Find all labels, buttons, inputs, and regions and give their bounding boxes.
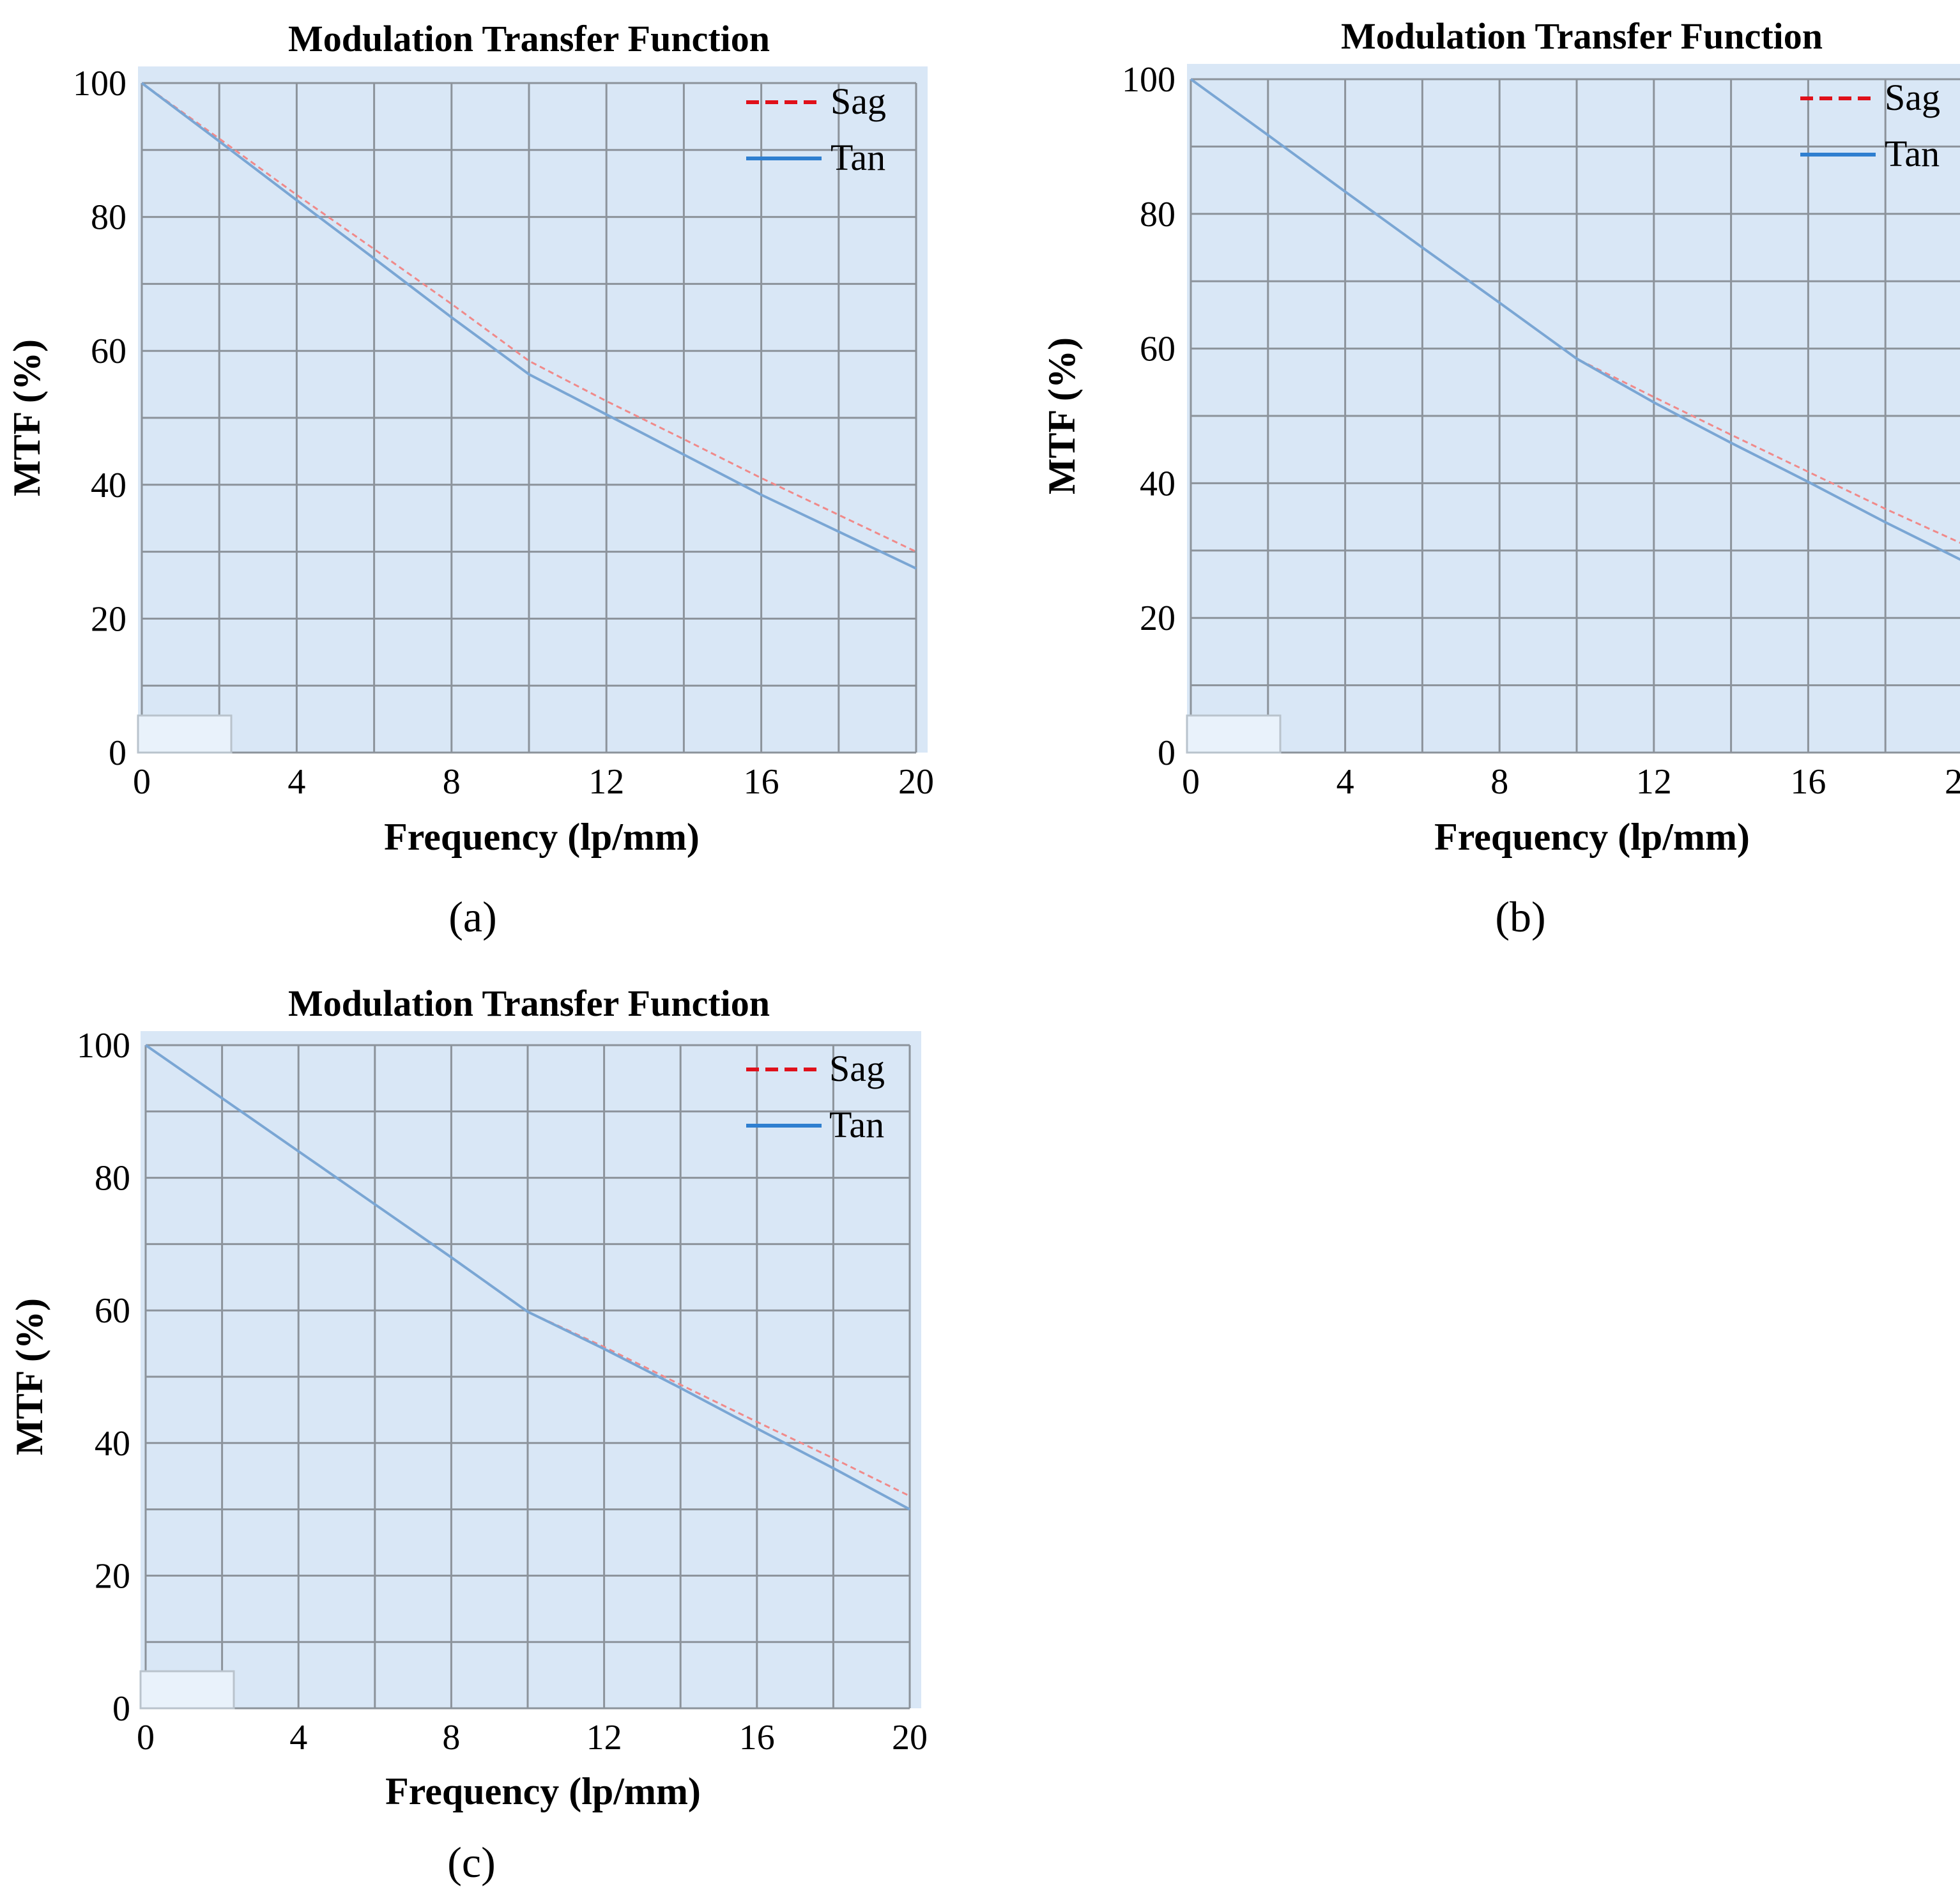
chart-panel-b: Modulation Transfer Function 0 4 8 12 16 20 0 20… bbox=[1022, 0, 1960, 947]
legend: Sag Tan bbox=[746, 80, 886, 178]
panel-caption: (c) bbox=[447, 1838, 495, 1887]
x-tick-label: 8 bbox=[443, 762, 461, 802]
y-axis-label: MTF (%) bbox=[1041, 337, 1083, 494]
x-tick-label: 20 bbox=[898, 762, 934, 802]
legend: Sag Tan bbox=[746, 1048, 885, 1145]
x-tick-label: 0 bbox=[1182, 762, 1200, 802]
y-tick-label: 100 bbox=[77, 1026, 130, 1066]
x-tick-label: 8 bbox=[442, 1718, 460, 1757]
y-tick-label: 20 bbox=[91, 599, 126, 639]
corner-box bbox=[1186, 714, 1282, 754]
x-tick-label: 20 bbox=[1945, 762, 1960, 802]
y-axis-label: MTF (%) bbox=[6, 339, 48, 496]
y-tick-label: 80 bbox=[95, 1159, 130, 1198]
series-line-tan bbox=[144, 1044, 910, 1511]
y-tick-label: 40 bbox=[91, 466, 126, 505]
legend: Sag Tan bbox=[1800, 77, 1940, 174]
y-tick-label: 0 bbox=[109, 733, 126, 773]
legend-label-tan: Tan bbox=[829, 1104, 884, 1145]
legend-label-sag: Sag bbox=[1885, 77, 1940, 118]
grid bbox=[1190, 78, 1960, 754]
x-tick-label: 16 bbox=[1790, 762, 1826, 802]
chart-title: Modulation Transfer Function bbox=[288, 983, 770, 1024]
chart-title: Modulation Transfer Function bbox=[288, 18, 770, 59]
panel-caption: (a) bbox=[448, 892, 496, 941]
x-tick-label: 4 bbox=[289, 1718, 307, 1757]
x-tick-label: 12 bbox=[588, 762, 624, 802]
x-tick-label: 20 bbox=[892, 1718, 928, 1757]
x-axis-label: Frequency (lp/mm) bbox=[385, 1770, 701, 1812]
legend-label-tan: Tan bbox=[831, 137, 885, 178]
legend-label-sag: Sag bbox=[831, 80, 886, 122]
chart-a: Modulation Transfer Function 0 4 8 12 16 20 0 20… bbox=[6, 18, 934, 941]
y-tick-label: 60 bbox=[95, 1291, 130, 1331]
plot-background bbox=[1187, 64, 1960, 753]
x-tick-label: 4 bbox=[287, 762, 305, 802]
x-axis-label: Frequency (lp/mm) bbox=[384, 816, 700, 858]
grid bbox=[144, 1044, 911, 1710]
series-line-tan bbox=[1190, 78, 1960, 561]
y-tick-label: 40 bbox=[95, 1424, 130, 1464]
corner-box bbox=[139, 1670, 235, 1710]
plot-background bbox=[141, 1031, 921, 1708]
chart-panel-a: Modulation Transfer Function 0 4 8 12 16 20 0 20… bbox=[0, 0, 997, 947]
x-tick-label: 12 bbox=[1636, 762, 1672, 802]
legend-label-sag: Sag bbox=[829, 1048, 885, 1089]
chart-b: Modulation Transfer Function 0 4 8 12 16 20 0 20… bbox=[1041, 15, 1960, 941]
y-tick-label: 80 bbox=[1140, 195, 1175, 234]
y-tick-label: 20 bbox=[95, 1556, 130, 1596]
x-tick-label: 8 bbox=[1490, 762, 1508, 802]
y-tick-label: 0 bbox=[1158, 733, 1175, 773]
grid bbox=[141, 82, 917, 754]
x-axis-label: Frequency (lp/mm) bbox=[1434, 816, 1750, 858]
y-tick-label: 80 bbox=[91, 198, 126, 238]
y-tick-label: 40 bbox=[1140, 464, 1175, 503]
panel-caption: (b) bbox=[1495, 892, 1545, 941]
y-tick-label: 20 bbox=[1140, 599, 1175, 638]
y-tick-label: 60 bbox=[1140, 330, 1175, 369]
x-tick-label: 4 bbox=[1336, 762, 1354, 802]
x-tick-label: 16 bbox=[739, 1718, 775, 1757]
y-tick-label: 100 bbox=[73, 64, 126, 103]
y-tick-label: 60 bbox=[91, 332, 126, 371]
chart-panel-c: Modulation Transfer Function 0 4 8 12 16 20 0 20… bbox=[0, 944, 997, 1891]
x-tick-label: 12 bbox=[586, 1718, 622, 1757]
chart-title: Modulation Transfer Function bbox=[1341, 15, 1823, 57]
chart-c: Modulation Transfer Function 0 4 8 12 16 20 0 20… bbox=[8, 983, 928, 1887]
series-line-tan bbox=[141, 82, 917, 570]
legend-label-tan: Tan bbox=[1885, 133, 1940, 174]
x-tick-label: 0 bbox=[133, 762, 151, 802]
x-tick-label: 16 bbox=[744, 762, 779, 802]
y-tick-label: 0 bbox=[112, 1689, 130, 1729]
x-tick-label: 0 bbox=[137, 1718, 155, 1757]
corner-box bbox=[137, 714, 233, 754]
y-axis-label: MTF (%) bbox=[8, 1298, 50, 1455]
y-tick-label: 100 bbox=[1122, 60, 1175, 100]
